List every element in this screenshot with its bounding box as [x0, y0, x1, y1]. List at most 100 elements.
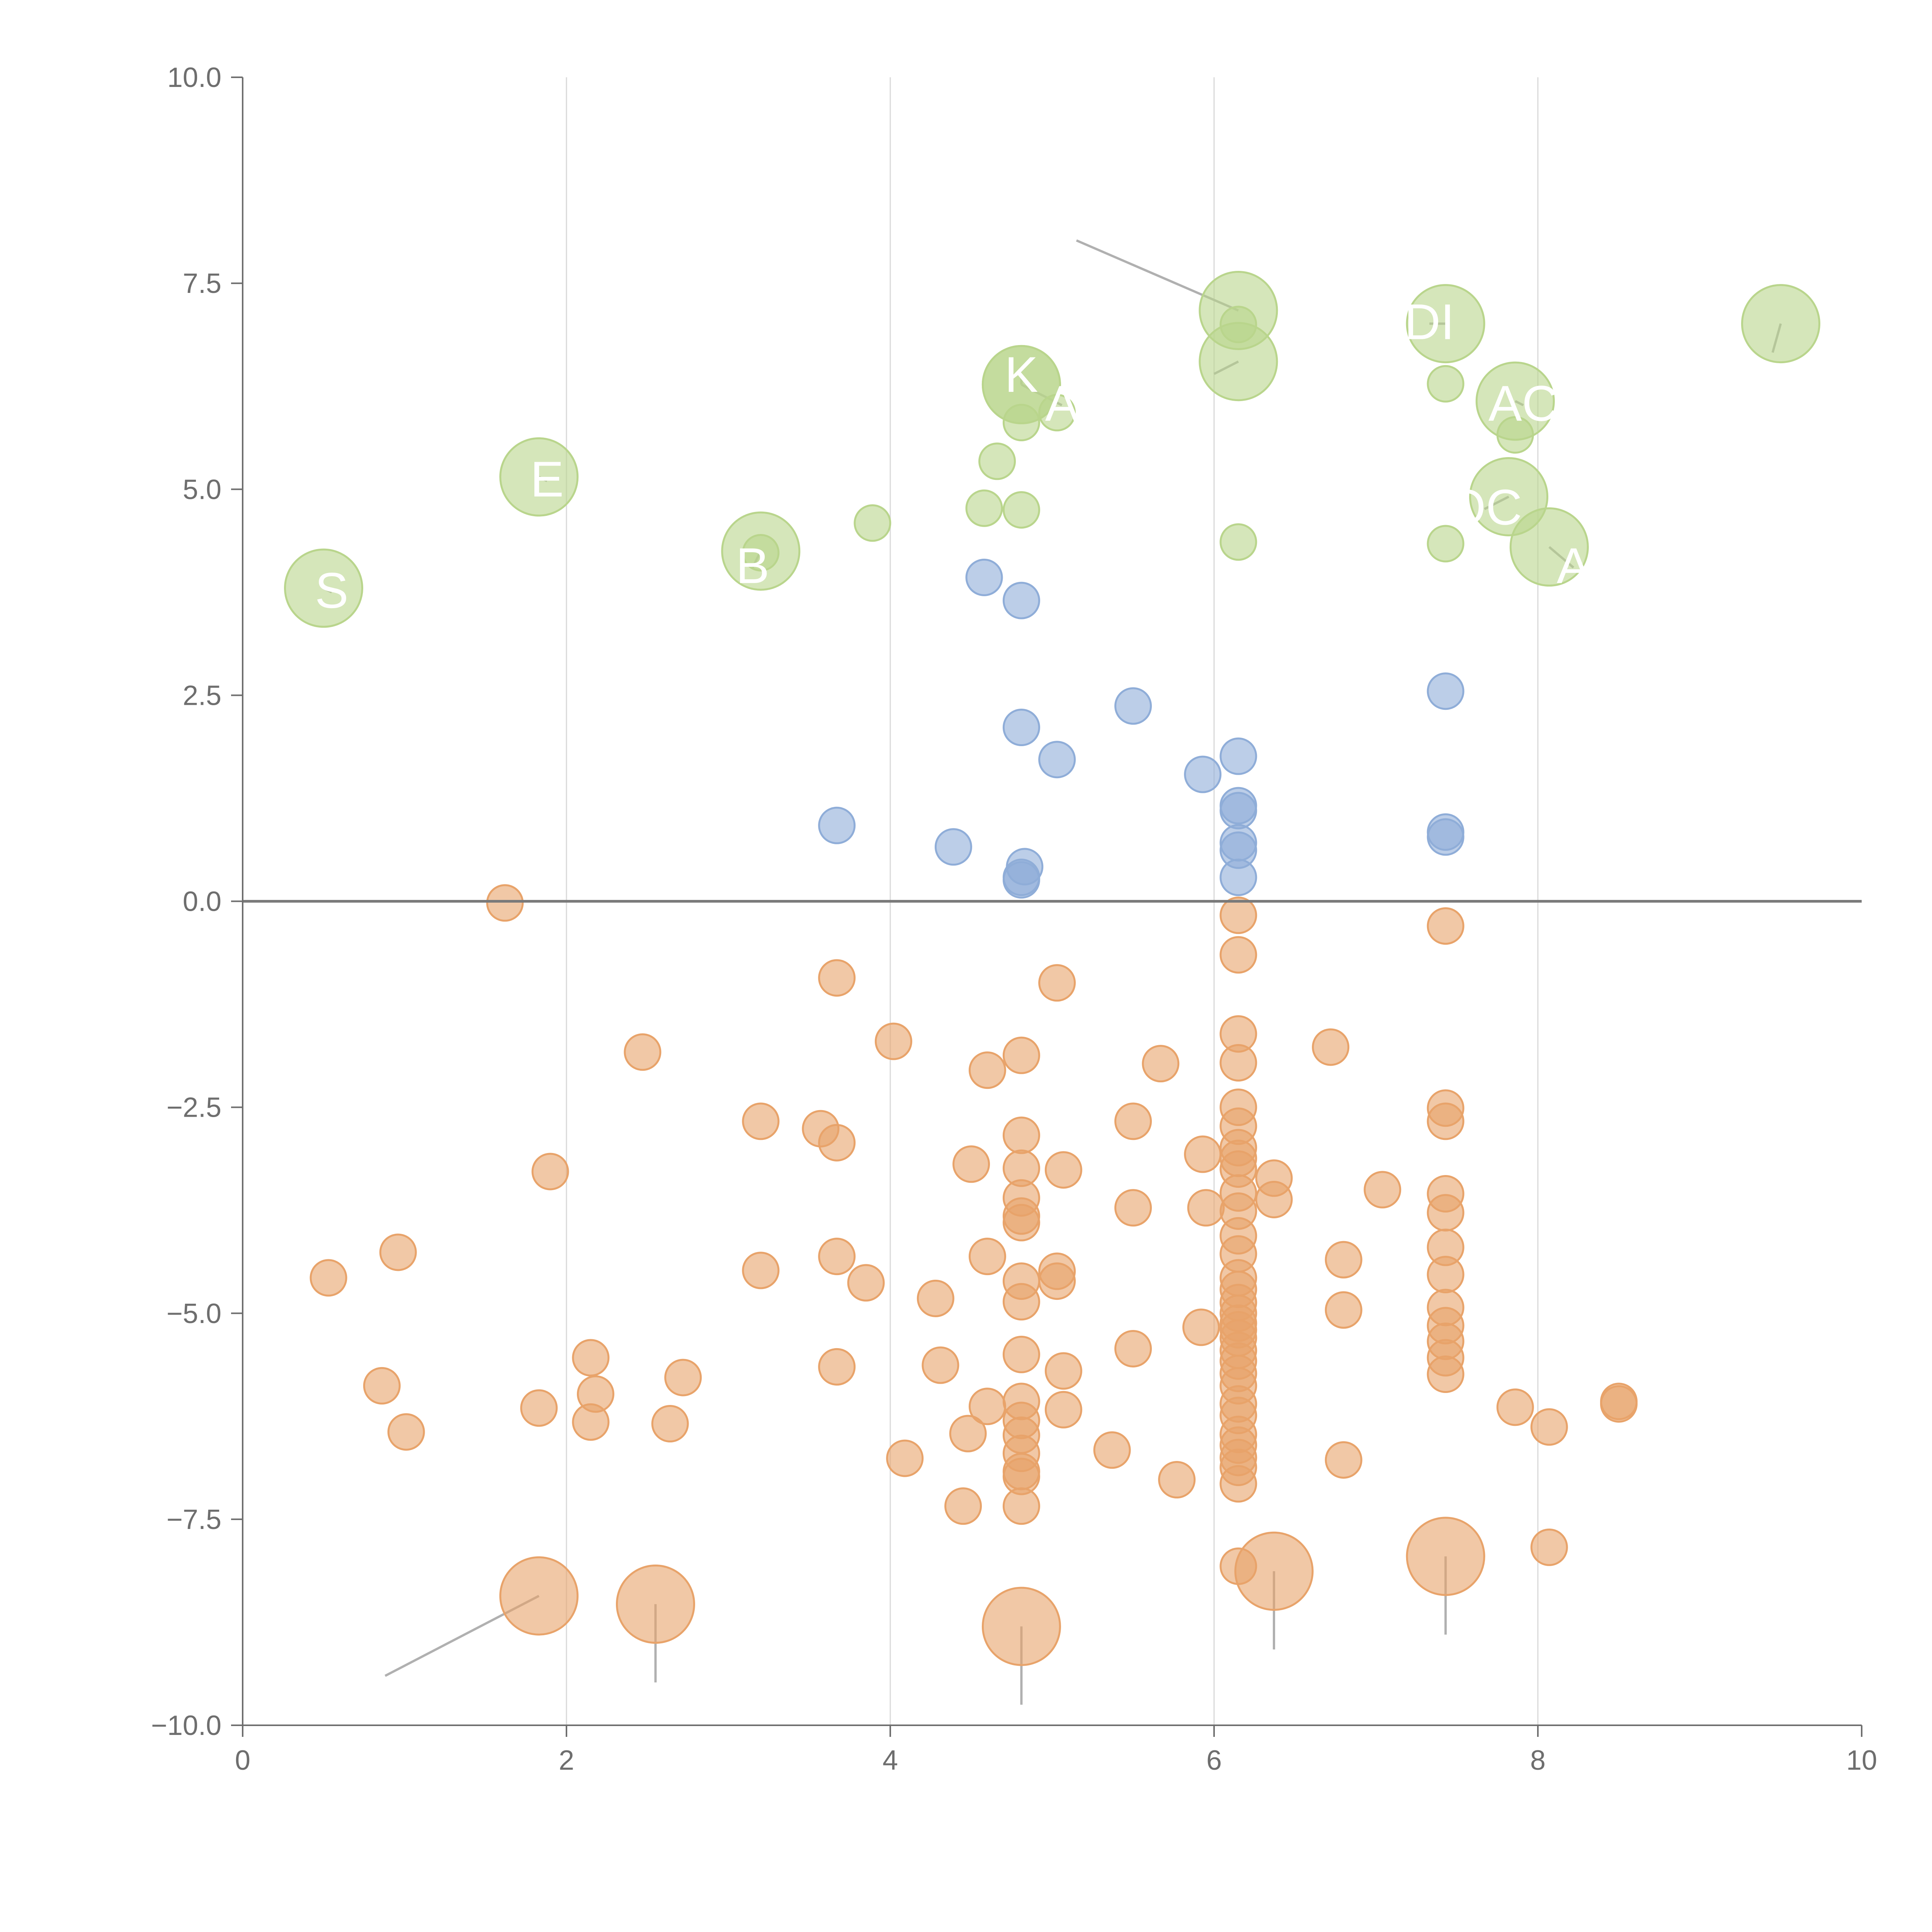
highlighted-point	[981, 345, 1061, 424]
data-point	[1002, 1116, 1040, 1154]
data-point	[572, 1339, 610, 1377]
data-point	[387, 1413, 425, 1451]
highlighted-point	[1509, 507, 1589, 587]
data-point	[1325, 1441, 1362, 1479]
data-point	[310, 1259, 347, 1297]
data-point	[1325, 1291, 1362, 1329]
data-point	[1530, 1408, 1568, 1446]
data-point	[1002, 582, 1040, 619]
data-point	[922, 1346, 959, 1384]
data-point	[1255, 1180, 1293, 1218]
data-point	[1044, 1391, 1082, 1429]
x-tick-label: 4	[883, 1745, 898, 1776]
data-point	[1219, 936, 1257, 974]
highlighted-point	[499, 1556, 579, 1636]
highlighted-point	[499, 437, 579, 517]
data-point	[624, 1033, 662, 1071]
highlighted-point	[981, 1587, 1061, 1666]
data-point	[1219, 523, 1257, 561]
y-tick-label: 7.5	[183, 268, 221, 299]
data-point	[818, 1124, 856, 1162]
data-point	[917, 1279, 954, 1317]
point-label: E	[530, 451, 564, 507]
y-tick-label: 5.0	[183, 474, 221, 505]
data-point	[664, 1359, 702, 1396]
data-point	[1427, 365, 1464, 403]
highlighted-point	[616, 1565, 695, 1644]
data-point	[1114, 687, 1152, 725]
data-point	[1219, 1465, 1257, 1503]
data-point	[1002, 709, 1040, 747]
data-point	[531, 1153, 569, 1190]
data-point	[978, 442, 1016, 480]
x-tick-label: 0	[235, 1745, 250, 1776]
data-point	[1114, 1189, 1152, 1227]
x-tick-label: 10	[1846, 1745, 1877, 1776]
data-point	[949, 1415, 987, 1452]
data-point	[1006, 848, 1044, 886]
data-point	[965, 558, 1003, 596]
data-point	[1219, 1044, 1257, 1082]
x-tick-label: 6	[1206, 1745, 1222, 1776]
data-point	[818, 806, 856, 844]
highlighted-point	[284, 548, 363, 628]
data-point	[818, 1348, 856, 1386]
data-point	[1427, 907, 1464, 945]
highlighted-point	[1741, 284, 1820, 364]
highlighted-point	[1199, 322, 1278, 401]
data-point	[1427, 818, 1464, 856]
data-point	[1002, 1204, 1040, 1242]
point-label: OC	[1447, 479, 1522, 535]
data-point	[1219, 737, 1257, 775]
data-point	[1427, 1102, 1464, 1140]
data-point	[854, 504, 891, 542]
data-point	[363, 1367, 401, 1405]
highlighted-point	[1406, 1517, 1485, 1596]
data-point	[965, 489, 1003, 527]
point-label: DI	[1404, 294, 1454, 350]
highlighted-point	[1475, 361, 1555, 441]
data-point	[952, 1145, 990, 1183]
point-label: B	[736, 537, 769, 594]
data-point	[934, 828, 972, 866]
data-point	[968, 1238, 1006, 1276]
highlighted-points	[284, 270, 1820, 1666]
data-point	[1002, 491, 1040, 529]
data-point	[572, 1403, 610, 1441]
y-tick-label: 2.5	[183, 680, 221, 711]
data-points	[310, 306, 1638, 1585]
data-point	[1184, 755, 1222, 793]
data-point	[1038, 1262, 1076, 1300]
data-point	[1219, 792, 1257, 830]
data-point	[651, 1405, 689, 1443]
data-point	[1427, 525, 1464, 563]
data-point	[1114, 1330, 1152, 1367]
data-point	[1427, 1355, 1464, 1393]
point-label: A	[1557, 537, 1590, 594]
data-point	[818, 959, 856, 997]
y-tick-label: −10.0	[151, 1710, 221, 1741]
data-point	[1187, 1189, 1225, 1227]
x-tick-label: 2	[559, 1745, 574, 1776]
data-point	[1038, 741, 1076, 779]
data-point	[886, 1439, 924, 1477]
data-point	[1002, 1283, 1040, 1321]
y-tick-label: −2.5	[167, 1092, 221, 1123]
data-point	[379, 1233, 417, 1271]
data-point	[1312, 1028, 1350, 1066]
y-tick-label: 0.0	[183, 886, 221, 917]
data-point	[968, 1051, 1006, 1089]
x-tick-label: 8	[1530, 1745, 1546, 1776]
y-tick-label: 10.0	[167, 62, 221, 93]
data-point	[742, 1252, 780, 1289]
data-point	[818, 1238, 856, 1276]
data-point	[1158, 1461, 1196, 1499]
data-point	[1427, 1256, 1464, 1294]
data-point	[874, 1022, 912, 1060]
data-point	[486, 884, 524, 922]
data-point	[1114, 1102, 1152, 1140]
data-point	[1496, 1388, 1534, 1426]
point-label: AC	[1488, 375, 1558, 432]
data-point	[1002, 1036, 1040, 1074]
